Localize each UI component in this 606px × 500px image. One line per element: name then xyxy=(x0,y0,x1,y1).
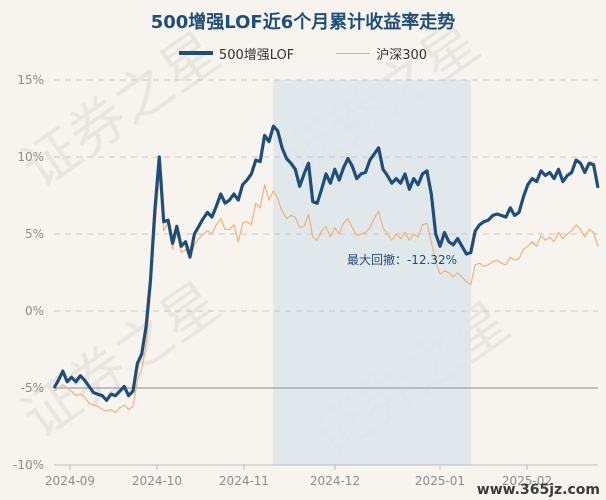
y-tick-label: 15% xyxy=(17,73,44,87)
site-watermark: www.365jz.com xyxy=(477,482,600,498)
x-tick-label: 2025-02 xyxy=(502,474,552,488)
y-tick-label: -10% xyxy=(13,458,44,472)
series-line-hs300 xyxy=(53,171,599,414)
x-tick-label: 2024-11 xyxy=(219,474,269,488)
watermark-text-1: 证券之星 xyxy=(11,20,232,202)
y-tick-label: 10% xyxy=(17,150,44,164)
legend-item-hs300[interactable]: 沪深300 xyxy=(336,44,427,63)
legend-swatch-500 xyxy=(178,51,213,55)
max-drawdown-label: 最大回撤：-12.32% xyxy=(347,252,457,267)
x-tick-label: 2025-01 xyxy=(415,474,465,488)
chart-legend: 500增强LOF 沪深300 xyxy=(0,42,606,64)
x-tick-label: 2024-12 xyxy=(310,474,360,488)
series-line-500lof xyxy=(52,124,600,402)
legend-swatch-hs300 xyxy=(336,52,371,54)
chart-title: 500增强LOF近6个月累计收益率走势 xyxy=(150,12,456,33)
y-tick-label: -5% xyxy=(21,381,44,395)
watermark-text-3: 证券之星 xyxy=(11,270,232,452)
x-tick-label: 2024-09 xyxy=(45,474,95,488)
drawdown-region xyxy=(273,80,471,465)
y-tick-label: 5% xyxy=(25,227,44,241)
legend-label-hs300: 沪深300 xyxy=(376,47,428,63)
x-tick-label: 2024-10 xyxy=(132,474,182,488)
y-tick-label: 0% xyxy=(25,304,44,318)
legend-item-500[interactable]: 500增强LOF xyxy=(178,44,295,63)
legend-label-500: 500增强LOF xyxy=(218,47,295,63)
